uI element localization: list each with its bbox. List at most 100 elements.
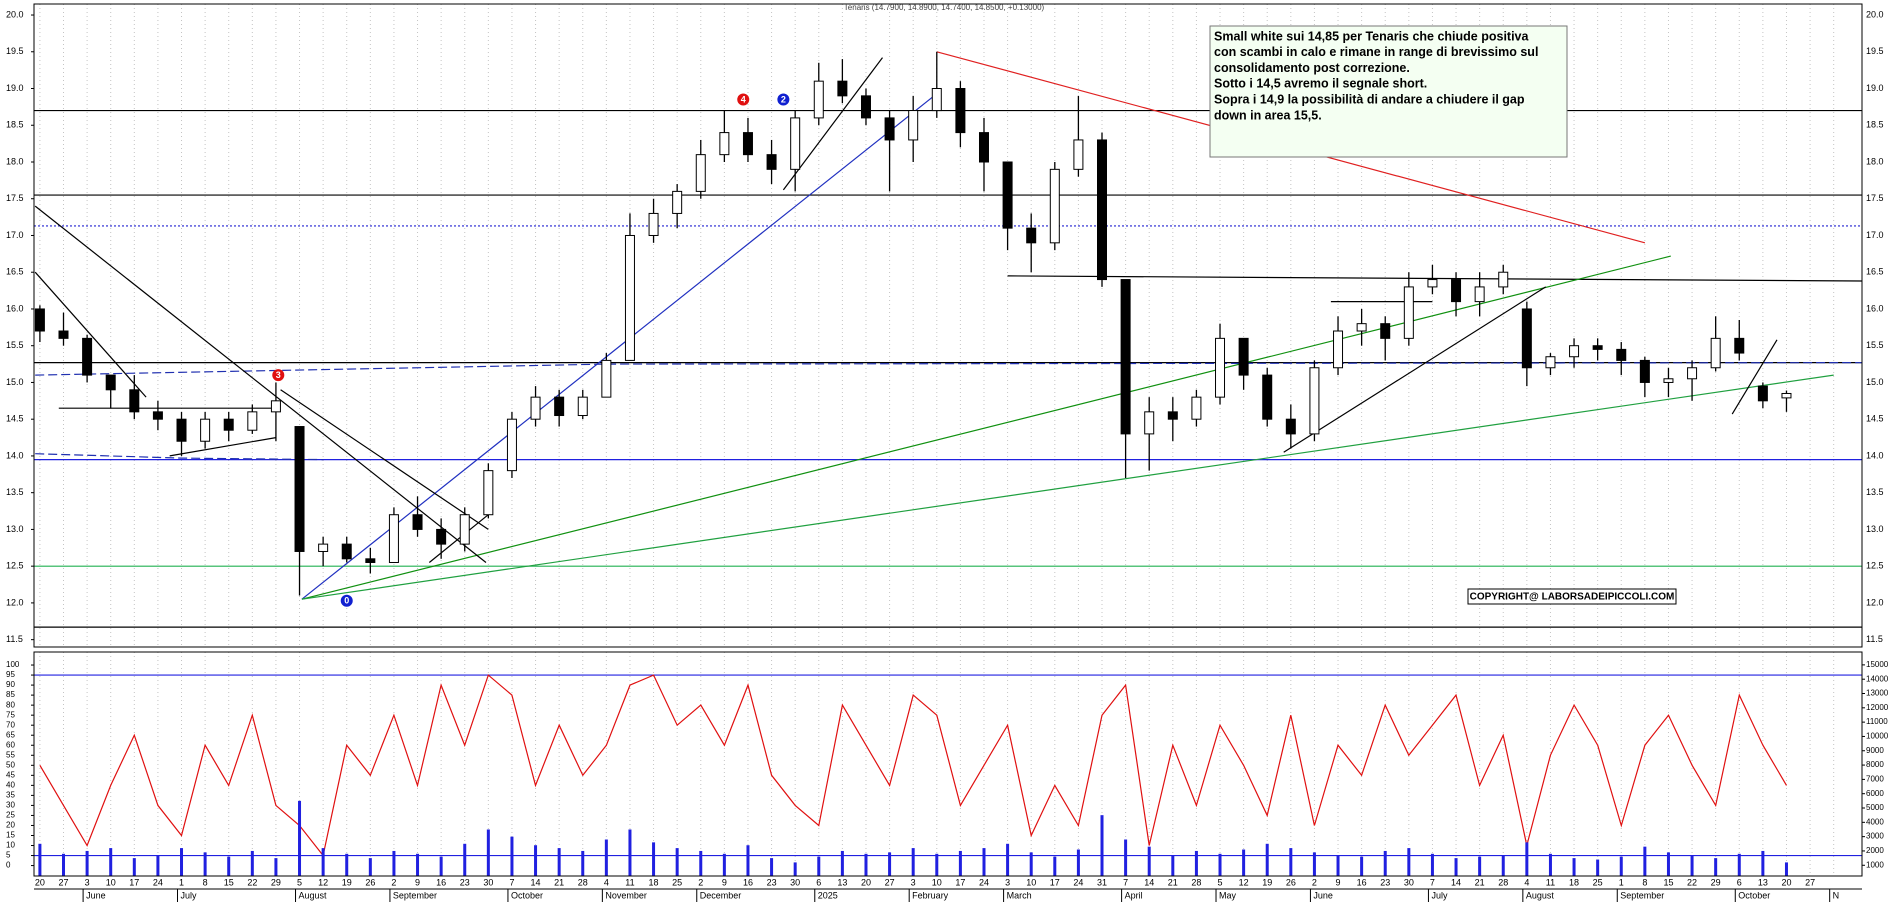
x-tick-label: 24 xyxy=(153,877,163,887)
osc-tick-label: 10 xyxy=(6,841,15,850)
y-tick-label: 16.5 xyxy=(6,267,24,277)
trendline xyxy=(428,514,489,563)
y-tick-label-right: 19.5 xyxy=(1866,46,1884,56)
candle-body xyxy=(459,514,470,545)
x-tick-label: 3 xyxy=(911,877,916,887)
y-tick-label-right: 14.5 xyxy=(1866,414,1884,424)
y-tick-label: 17.5 xyxy=(6,193,24,203)
candle-body xyxy=(1781,392,1792,399)
volume-bar xyxy=(793,862,797,876)
volume-bar xyxy=(85,850,89,876)
volume-tick-label: 7000 xyxy=(1866,774,1884,783)
volume-bar xyxy=(368,858,372,876)
candle-body xyxy=(1569,345,1580,358)
y-tick-label-right: 18.0 xyxy=(1866,156,1884,166)
x-tick-label: 9 xyxy=(1336,877,1341,887)
trendline xyxy=(34,271,147,398)
x-tick-label: 31 xyxy=(1097,877,1107,887)
volume-tick-label: 9000 xyxy=(1866,746,1884,755)
candle-body xyxy=(1097,139,1108,281)
osc-tick-label: 40 xyxy=(6,780,15,789)
month-label: July xyxy=(181,890,198,900)
volume-bar xyxy=(345,853,349,876)
x-tick-label: 12 xyxy=(1239,877,1249,887)
osc-tick-label: 60 xyxy=(6,740,15,749)
candle-body xyxy=(1687,367,1698,380)
volume-tick-label: 5000 xyxy=(1866,803,1884,812)
x-tick-label: 6 xyxy=(1737,877,1742,887)
annotation-line: Small white sui 14,85 per Tenaris che ch… xyxy=(1214,29,1530,43)
x-tick-label: 17 xyxy=(955,877,965,887)
month-label: October xyxy=(1738,890,1770,900)
x-tick-label: 17 xyxy=(129,877,139,887)
x-tick-label: 3 xyxy=(85,877,90,887)
candle-body xyxy=(766,154,777,170)
volume-bar xyxy=(770,858,774,876)
volume-tick-label: 1000 xyxy=(1866,860,1884,869)
x-tick-label: 16 xyxy=(743,877,753,887)
trendline xyxy=(301,93,938,600)
volume-bar xyxy=(486,829,490,876)
y-tick-label: 18.5 xyxy=(6,120,24,130)
x-tick-label: 10 xyxy=(932,877,942,887)
volume-bar xyxy=(722,853,726,876)
x-tick-label: 27 xyxy=(1805,877,1815,887)
x-tick-label: 14 xyxy=(1144,877,1154,887)
x-tick-label: 29 xyxy=(271,877,281,887)
volume-bar xyxy=(581,850,585,876)
candle-body xyxy=(1403,286,1414,339)
volume-bar xyxy=(911,848,915,876)
volume-bar xyxy=(203,852,207,876)
annotation: Small white sui 14,85 per Tenaris che ch… xyxy=(1214,29,1538,122)
y-tick-label: 19.0 xyxy=(6,83,24,93)
volume-bar xyxy=(982,848,986,876)
x-tick-label: 30 xyxy=(1404,877,1414,887)
trendline xyxy=(35,453,324,461)
volume-bar xyxy=(746,845,750,876)
x-tick-label: 11 xyxy=(625,877,634,887)
candle-body xyxy=(1663,378,1674,383)
osc-tick-label: 35 xyxy=(6,790,15,799)
volume-tick-label: 14000 xyxy=(1866,674,1889,683)
trendline xyxy=(169,437,277,457)
month-label: October xyxy=(511,890,543,900)
volume-tick-label: 3000 xyxy=(1866,832,1884,841)
x-tick-label: 27 xyxy=(58,877,68,887)
volume-bar xyxy=(1171,855,1175,876)
volume-bar xyxy=(1336,855,1340,876)
y-tick-label: 17.0 xyxy=(6,230,24,240)
y-tick-label-right: 18.5 xyxy=(1866,120,1884,130)
candle-body xyxy=(223,418,234,431)
x-tick-label: 21 xyxy=(1168,877,1178,887)
x-tick-label: 21 xyxy=(554,877,564,887)
trendline xyxy=(34,205,487,563)
candle-body xyxy=(554,396,565,417)
volume-tick-label: 2000 xyxy=(1866,846,1884,855)
osc-tick-label: 85 xyxy=(6,690,15,699)
x-tick-label: 30 xyxy=(483,877,493,887)
candle-body xyxy=(1757,385,1768,402)
volume-bar xyxy=(274,858,278,876)
x-tick-label: 24 xyxy=(1073,877,1083,887)
candle-body xyxy=(1616,348,1627,361)
osc-tick-label: 50 xyxy=(6,760,15,769)
candle-body xyxy=(672,190,683,214)
volume-tick-label: 8000 xyxy=(1866,760,1884,769)
x-tick-label: 21 xyxy=(1475,877,1485,887)
volume-bar xyxy=(958,850,962,876)
candle-body xyxy=(152,411,163,420)
volume-bar xyxy=(439,856,443,876)
x-tick-label: 13 xyxy=(1758,877,1768,887)
x-tick-label: 27 xyxy=(885,877,895,887)
y-tick-label-right: 15.5 xyxy=(1866,340,1884,350)
candle-body xyxy=(577,396,588,417)
x-tick-label: 28 xyxy=(1191,877,1201,887)
candle-body xyxy=(1333,330,1344,369)
volume-bar xyxy=(1619,856,1623,876)
x-tick-label: 4 xyxy=(1524,877,1529,887)
volume-tick-label: 6000 xyxy=(1866,789,1884,798)
volume-bar xyxy=(817,856,821,876)
volume-bar xyxy=(1289,848,1293,876)
candle-body xyxy=(1309,367,1320,435)
